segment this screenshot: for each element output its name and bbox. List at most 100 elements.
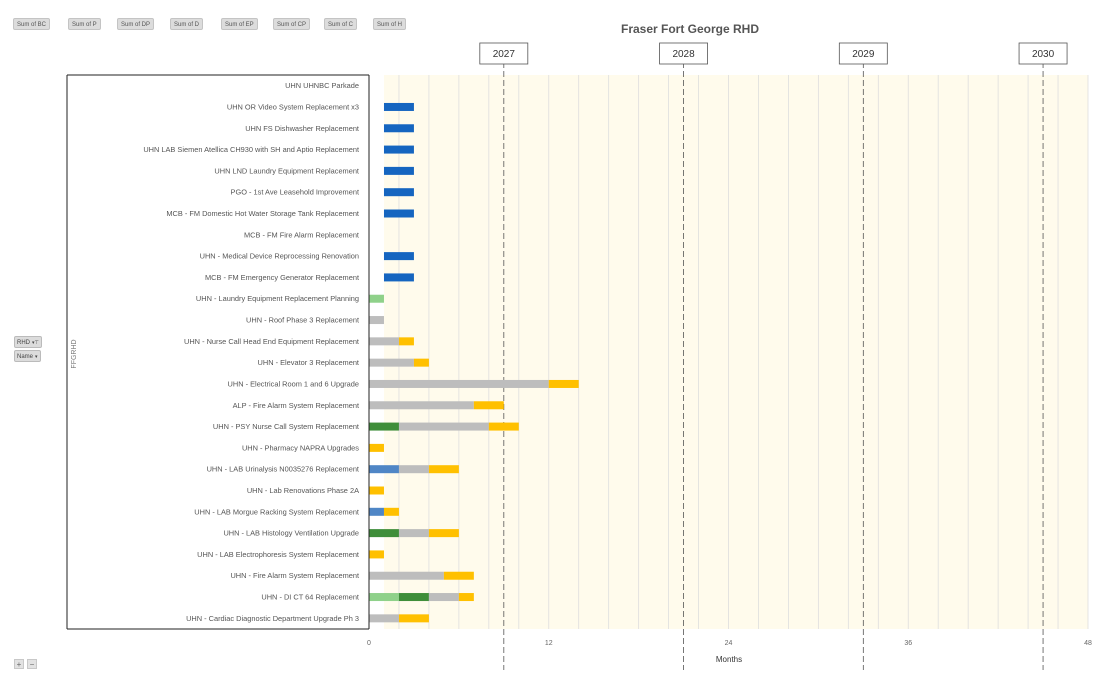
zoom-in-button[interactable]: + [14,659,24,669]
bar-segment-P [369,593,399,602]
row-label: UHN FS Dishwasher Replacement [245,124,359,133]
x-tick-label: 48 [1084,640,1092,647]
field-button-6[interactable]: Sum of C [324,18,358,30]
name-field-button[interactable]: Name ▾ [14,350,41,362]
bar-segment-BC [383,166,414,175]
row-label: UHN - LAB Urinalysis N0035276 Replacemen… [207,465,359,474]
bar-segment-C [383,507,399,516]
zoom-out-button[interactable]: − [27,659,37,669]
bar-segment-EP [369,571,444,580]
bar-segment-D [369,507,384,516]
row-label: UHN - Roof Phase 3 Replacement [246,316,359,325]
rhd-filter-label: RHD [17,340,30,346]
bar-segment-EP [369,358,414,367]
bar-segment-C [369,550,384,559]
plus-icon: + [16,660,22,669]
y-axis-label: FFGRHD [71,339,78,368]
row-label: UHN - Elevator 3 Replacement [258,358,359,367]
row-label: UHN - Medical Device Reprocessing Renova… [200,252,359,261]
field-button-3[interactable]: Sum of D [170,18,204,30]
year-band [383,75,1089,629]
field-button-7[interactable]: Sum of H [373,18,407,30]
field-button-0[interactable]: Sum of BC [13,18,51,30]
bar-segment-EP [398,422,489,431]
bar-segment-C [398,614,429,623]
year-label-box [838,42,888,65]
field-button-4[interactable]: Sum of EP [221,18,258,30]
bar-segment-EP [398,465,429,474]
bar-segment-BC [383,102,414,111]
rhd-filter-button[interactable]: RHD ▾⊤ [14,336,42,348]
x-tick-label: 12 [545,640,553,647]
row-label: UHN - Lab Renovations Phase 2A [247,486,359,495]
row-label: UHN - LAB Electrophoresis System Replace… [197,550,359,559]
axes [66,74,370,630]
row-labels: UHN UHNBC Parkade UHN OR Video System Rep… [143,81,359,623]
bars [369,102,579,623]
row-label: UHN - Laundry Equipment Replacement Plan… [196,294,359,303]
bar-segment-C [443,571,474,580]
row-label: UHN - DI CT 64 Replacement [261,593,359,602]
bar-segment-C [473,401,504,410]
x-ticks: 0 12 24 36 48 [367,640,1092,647]
bar-segment-C [428,529,459,538]
bar-segment-EP [369,337,399,346]
bar-segment-BC [383,145,414,154]
bar-segment-BC [383,188,414,197]
name-field-label: Name [17,354,34,360]
bar-segment-C [488,422,519,431]
x-tick-label: 36 [904,640,912,647]
bar-segment-DP [369,529,399,538]
x-tick-label: 24 [725,640,733,647]
row-label: UHN LND Laundry Equipment Replacement [214,166,359,175]
bar-segment-EP [428,593,459,602]
bar-segment-BC [383,124,414,133]
bar-segment-C [458,593,474,602]
year-label-box [479,42,529,65]
bar-segment-EP [398,529,429,538]
row-label: UHN - Pharmacy NAPRA Upgrades [242,443,359,452]
year-label: 2030 [1032,49,1055,60]
bar-segment-BC [383,273,414,282]
row-label: UHN LAB Siemen Atellica CH930 with SH an… [143,145,359,154]
row-label: UHN - PSY Nurse Call System Replacement [213,422,359,431]
row-label: MCB - FM Emergency Generator Replacement [205,273,359,282]
year-label: 2028 [672,49,695,60]
row-label: UHN UHNBC Parkade [285,81,359,90]
bar-segment-DP [398,593,429,602]
chart-title: Fraser Fort George RHD [621,22,759,36]
x-axis-label: Months [716,655,742,664]
row-label: UHN - LAB Histology Ventilation Upgrade [223,529,359,538]
bar-segment-C [413,358,429,367]
row-label: UHN - Nurse Call Head End Equipment Repl… [184,337,359,346]
bar-segment-C [398,337,414,346]
bar-segment-C [369,486,384,495]
row-label: UHN - LAB Morgue Racking System Replacem… [194,507,359,516]
bar-segment-BC [383,252,414,261]
year-label-box [1018,42,1068,65]
bar-segment-EP [369,316,384,325]
minus-icon: − [29,660,35,669]
year-label: 2027 [493,49,516,60]
bar-segment-EP [369,379,549,388]
filter-icon: ▾⊤ [32,340,39,346]
year-bands [383,75,1089,629]
field-button-5[interactable]: Sum of CP [273,18,311,30]
row-label: MCB - FM Fire Alarm Replacement [244,230,359,239]
dropdown-arrow-icon: ▾ [35,354,38,360]
year-label-box [659,42,708,65]
year-marker-lines [503,62,1044,670]
year-label: 2029 [852,49,875,60]
x-tick-label: 0 [367,640,371,647]
field-button-2[interactable]: Sum of DP [117,18,155,30]
bar-segment-DP [369,422,399,431]
row-label: PGO - 1st Ave Leasehold Improvement [231,188,359,197]
bar-segment-D [369,465,399,474]
row-label: MCB - FM Domestic Hot Water Storage Tank… [166,209,359,218]
row-label: UHN - Cardiac Diagnostic Department Upgr… [186,614,359,623]
year-labels: 2027 2028 2029 2030 [479,42,1068,65]
field-button-1[interactable]: Sum of P [68,18,101,30]
bar-segment-EP [369,614,399,623]
bar-segment-C [548,379,579,388]
